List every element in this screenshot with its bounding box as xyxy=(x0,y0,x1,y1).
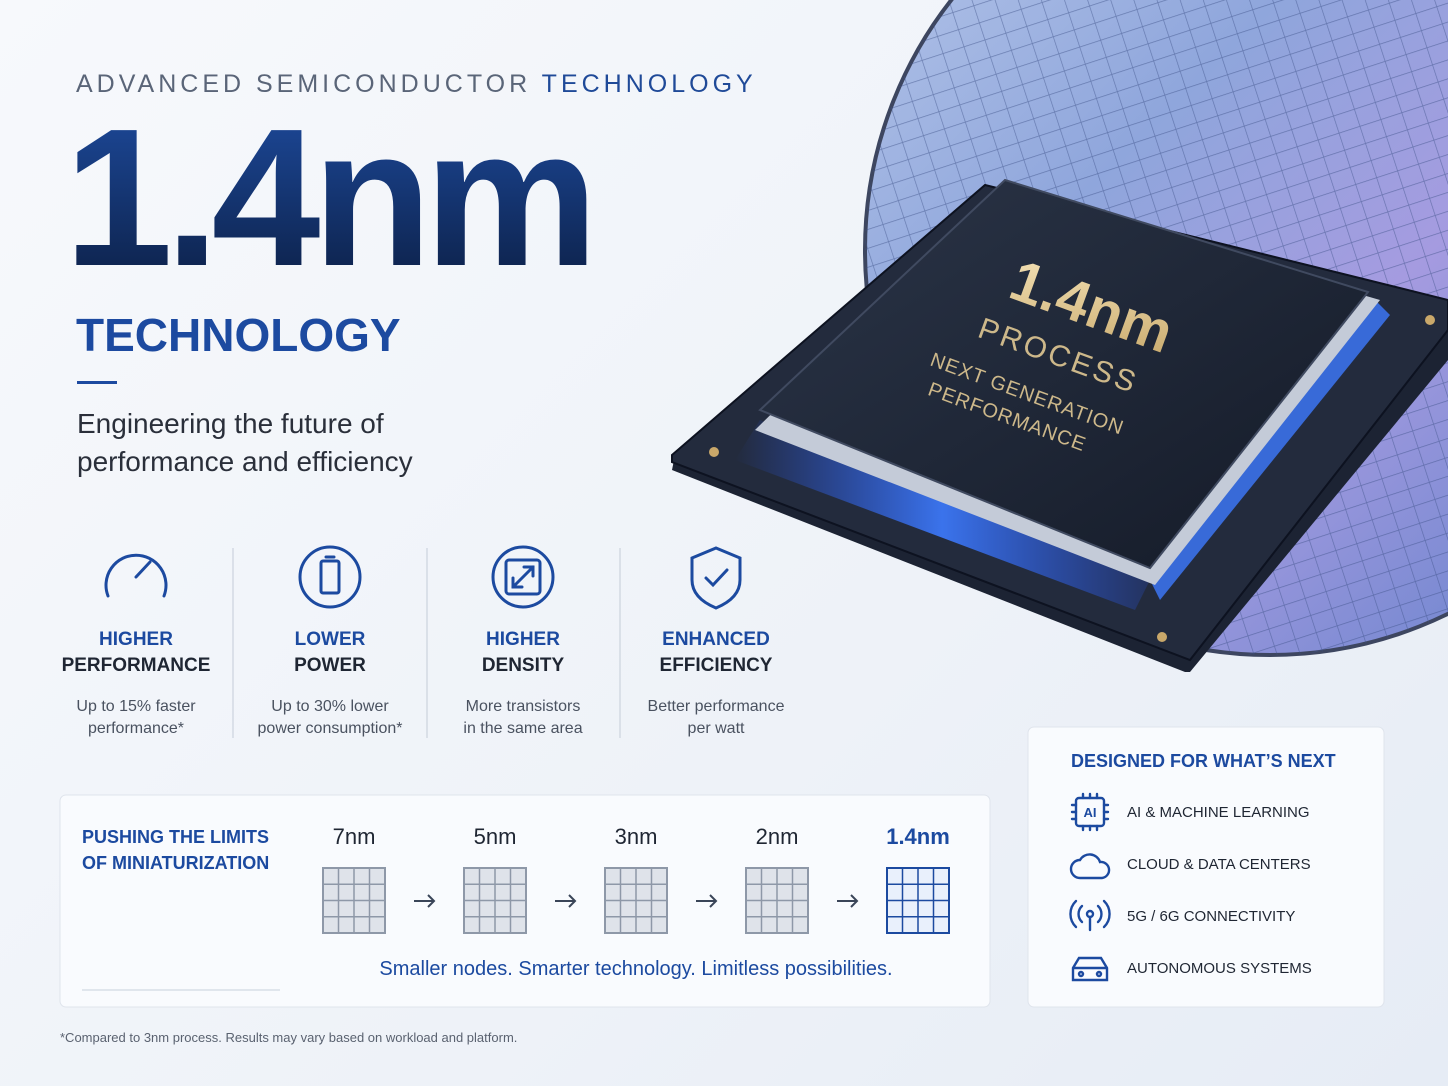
feature-description: Up to 15% faster xyxy=(76,698,196,715)
density-icon xyxy=(491,545,555,609)
feature-description: Up to 30% lower xyxy=(271,698,389,715)
accent-rule xyxy=(77,381,117,384)
ai-icon-text: AI xyxy=(1084,805,1097,820)
feature-title: EFFICIENCY xyxy=(659,655,773,676)
gauge-icon xyxy=(104,553,168,598)
gauge-needle xyxy=(134,560,152,579)
tagline: Engineering the future of xyxy=(77,408,384,439)
shield-icon xyxy=(690,546,742,610)
arrow xyxy=(837,894,859,908)
application-icons xyxy=(1069,792,1111,982)
feature-icons xyxy=(104,545,742,610)
feature-description: per watt xyxy=(687,720,745,737)
node-label: 5nm xyxy=(473,824,517,849)
battery-icon xyxy=(298,545,362,609)
feature-title: ENHANCED xyxy=(662,629,770,650)
eyebrow: ADVANCED SEMICONDUCTOR TECHNOLOGY xyxy=(76,70,757,99)
arrow xyxy=(696,894,718,908)
tagline: performance and efficiency xyxy=(77,446,413,477)
feature-description: power consumption* xyxy=(257,720,403,737)
chip: 1.4nm PROCESS NEXT GENERATION PERFORMANC… xyxy=(671,178,1448,672)
headline: 1.4nm xyxy=(64,88,598,307)
node-label: 1.4nm xyxy=(886,824,950,849)
arrow xyxy=(414,894,436,908)
node-label: 7nm xyxy=(332,824,376,849)
feature-dividers xyxy=(232,548,621,738)
application-item: AUTONOMOUS SYSTEMS xyxy=(1127,960,1312,977)
feature-title: PERFORMANCE xyxy=(61,655,211,676)
roadmap-title: OF MINIATURIZATION xyxy=(82,853,270,873)
feature-description: in the same area xyxy=(463,720,583,737)
feature-title: LOWER xyxy=(294,629,366,650)
feature-title: HIGHER xyxy=(486,629,560,650)
applications-title: DESIGNED FOR WHAT’S NEXT xyxy=(1071,751,1336,771)
application-item: CLOUD & DATA CENTERS xyxy=(1127,856,1311,873)
feature-title: HIGHER xyxy=(99,629,173,650)
roadmap-title: PUSHING THE LIMITS xyxy=(82,827,270,847)
feature-description: More transistors xyxy=(465,698,581,715)
roadmap-icons xyxy=(322,867,950,934)
feature-description: Better performance xyxy=(647,698,785,715)
eyebrow-gray: ADVANCED SEMICONDUCTOR xyxy=(76,70,532,98)
cloud-icon xyxy=(1069,853,1111,880)
feature-title: POWER xyxy=(294,655,366,676)
footnote: *Compared to 3nm process. Results may va… xyxy=(60,1030,518,1045)
roadmap-caption: Smaller nodes. Smarter technology. Limit… xyxy=(379,958,893,980)
feature-description: performance* xyxy=(87,720,185,737)
application-item: AI & MACHINE LEARNING xyxy=(1127,804,1310,821)
eyebrow-blue: TECHNOLOGY xyxy=(541,70,757,98)
application-item: 5G / 6G CONNECTIVITY xyxy=(1127,908,1296,925)
arrow xyxy=(555,894,577,908)
node-label: 3nm xyxy=(614,824,658,849)
applications-panel xyxy=(1027,726,1385,1008)
node-label: 2nm xyxy=(755,824,799,849)
car-icon xyxy=(1071,956,1109,982)
subheadline: TECHNOLOGY xyxy=(76,309,401,361)
feature-title: DENSITY xyxy=(481,655,565,676)
